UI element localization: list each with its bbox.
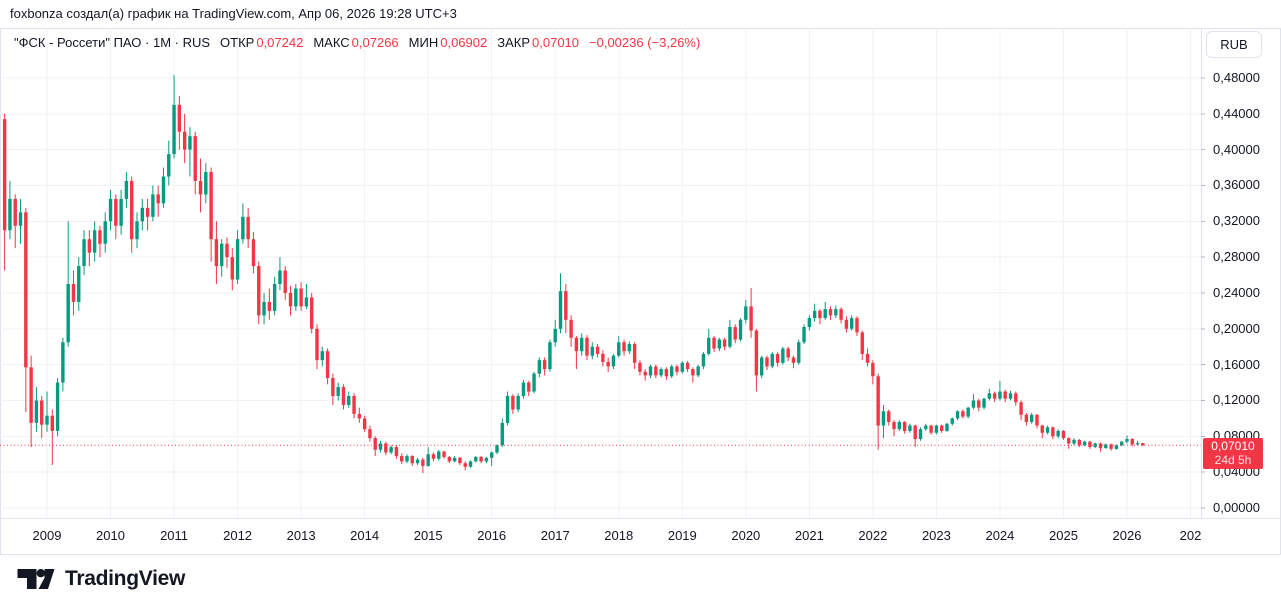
current-price-tag: 0,07010 24d 5h xyxy=(1203,438,1263,469)
chart-canvas[interactable] xyxy=(0,28,1281,519)
low-value: 0,06902 xyxy=(440,35,488,50)
open-value: 0,07242 xyxy=(256,35,304,50)
price-axis-label: 0,36000 xyxy=(1213,177,1260,193)
ohlc-legend: "ФСК - Россети" ПАО · 1M · RUS ОТКР 0,07… xyxy=(14,35,700,50)
year-label: 2021 xyxy=(794,528,824,543)
time-axis[interactable]: 2009 2010 2011 2012 2013 2014 2015 2016 2017 2018… xyxy=(0,519,1201,553)
year-label: 2018 xyxy=(604,528,634,543)
year-label: 2012 xyxy=(223,528,253,543)
price-axis-label: 0,00000 xyxy=(1213,500,1260,515)
tradingview-logo-icon xyxy=(17,569,55,589)
year-label: 2026 xyxy=(1112,528,1142,543)
close-label: ЗАКР xyxy=(497,35,531,50)
grid-layer xyxy=(0,28,1201,519)
bar-countdown: 24d 5h xyxy=(1214,453,1252,467)
tradingview-logo[interactable]: TradingView xyxy=(16,567,185,591)
year-label: 2023 xyxy=(921,528,951,543)
low-field: МИН 0,06902 xyxy=(409,35,488,50)
year-label: 2010 xyxy=(96,528,125,543)
open-label: ОТКР xyxy=(220,35,255,50)
currency-button[interactable]: RUB xyxy=(1206,31,1262,58)
year-label: 2019 xyxy=(667,528,697,543)
axis-borders xyxy=(0,28,1281,519)
high-value: 0,07266 xyxy=(351,35,399,50)
year-label: 2009 xyxy=(32,528,62,543)
low-label: МИН xyxy=(408,35,439,50)
change-value: −0,00236 (−3,26%) xyxy=(589,35,701,50)
price-axis-label: 0,24000 xyxy=(1213,284,1260,300)
chart-widget xyxy=(0,28,1281,555)
candlestick-series xyxy=(2,75,1145,474)
tradingview-logo-text: TradingView xyxy=(65,567,186,590)
price-axis-label: 0,16000 xyxy=(1213,356,1260,372)
price-axis-label: 0,20000 xyxy=(1213,320,1260,336)
year-label: 2020 xyxy=(731,528,761,543)
price-axis-label: 0,32000 xyxy=(1213,213,1260,229)
year-label: 2013 xyxy=(286,528,316,543)
price-axis[interactable]: 0,48000 0,44000 0,40000 0,36000 0,32000 0,280… xyxy=(1202,28,1281,519)
attribution-text: foxbonza создал(а) график на TradingView… xyxy=(10,6,457,21)
year-label: 2022 xyxy=(858,528,888,543)
high-label: МАКС xyxy=(313,35,350,50)
year-label: 2011 xyxy=(160,528,189,543)
year-label: 2017 xyxy=(540,528,570,543)
price-axis-label: 0,28000 xyxy=(1213,249,1260,265)
price-axis-label: 0,40000 xyxy=(1213,141,1260,157)
year-label: 2025 xyxy=(1049,528,1078,543)
high-field: МАКС 0,07266 xyxy=(313,35,398,50)
year-label: 2016 xyxy=(477,528,507,543)
year-label: 2024 xyxy=(985,528,1015,543)
year-label: 202 xyxy=(1179,528,1201,543)
symbol-title: "ФСК - Россети" ПАО · 1M · RUS xyxy=(14,35,211,50)
open-field: ОТКР 0,07242 xyxy=(220,35,303,50)
price-axis-label: 0,12000 xyxy=(1213,392,1260,408)
year-label: 2014 xyxy=(350,528,380,543)
price-axis-label: 0,48000 xyxy=(1213,69,1260,85)
year-label: 2015 xyxy=(413,528,443,543)
price-axis-label: 0,44000 xyxy=(1213,105,1260,121)
close-field: ЗАКР 0,07010 xyxy=(497,35,579,50)
close-value: 0,07010 xyxy=(532,35,580,50)
current-price-value: 0,07010 xyxy=(1211,439,1255,453)
